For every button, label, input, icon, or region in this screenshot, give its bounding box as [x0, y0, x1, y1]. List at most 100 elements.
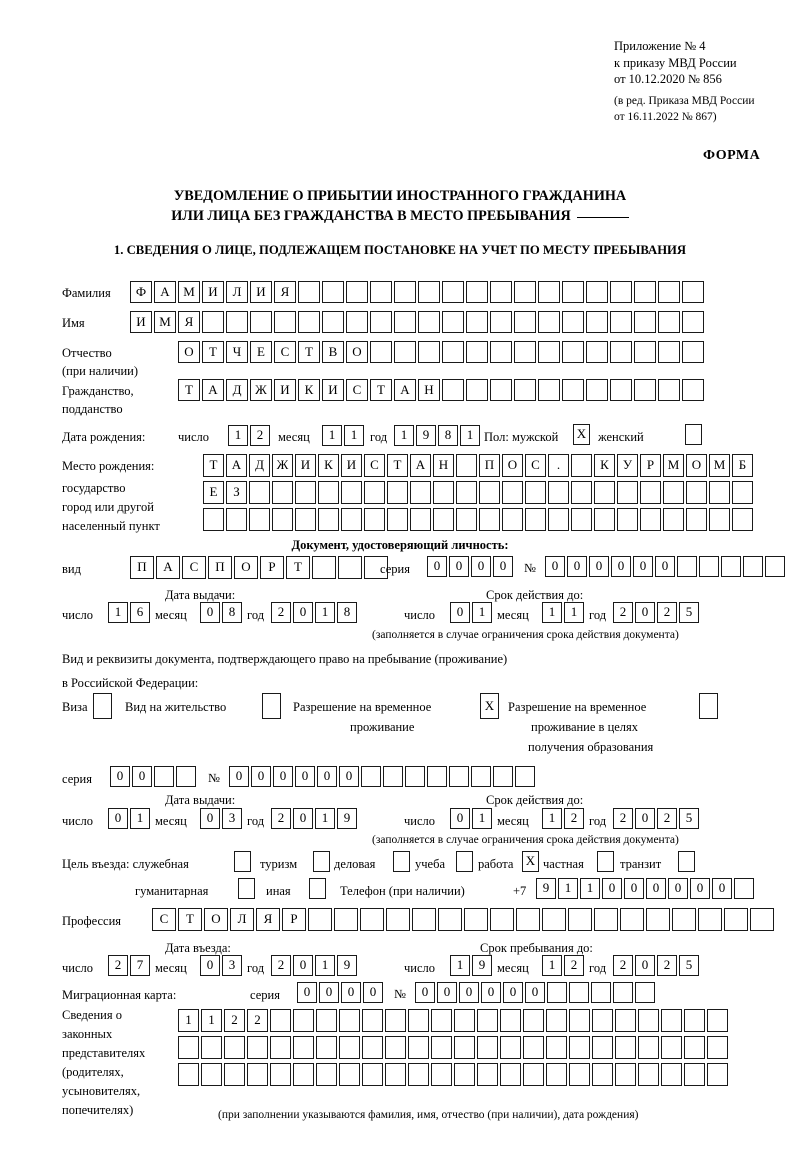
char-cell[interactable]: [591, 982, 611, 1003]
char-cell[interactable]: И: [295, 454, 316, 477]
char-cell[interactable]: [405, 766, 425, 787]
char-cell[interactable]: 1: [564, 602, 584, 623]
checkbox-temp-residence[interactable]: X: [480, 693, 499, 719]
char-cell[interactable]: Л: [226, 281, 248, 303]
char-cell[interactable]: И: [250, 281, 272, 303]
char-cell[interactable]: Ж: [272, 454, 293, 477]
char-cell[interactable]: [293, 1009, 314, 1032]
char-cell[interactable]: 1: [344, 425, 364, 446]
char-cell[interactable]: [456, 508, 477, 531]
char-cell[interactable]: [635, 982, 655, 1003]
char-cell[interactable]: [750, 908, 774, 931]
char-cell[interactable]: [293, 1063, 314, 1086]
char-cell[interactable]: 2: [247, 1009, 268, 1032]
birth-place-row-3-cells[interactable]: [203, 508, 753, 531]
char-cell[interactable]: [698, 908, 722, 931]
char-cell[interactable]: Ж: [250, 379, 272, 401]
char-cell[interactable]: [682, 311, 704, 333]
char-cell[interactable]: [383, 766, 403, 787]
char-cell[interactable]: 5: [679, 808, 699, 829]
char-cell[interactable]: С: [274, 341, 296, 363]
char-cell[interactable]: [538, 281, 560, 303]
char-cell[interactable]: 2: [271, 808, 291, 829]
char-cell[interactable]: 3: [222, 955, 242, 976]
char-cell[interactable]: 2: [224, 1009, 245, 1032]
char-cell[interactable]: [571, 454, 592, 477]
char-cell[interactable]: К: [318, 454, 339, 477]
char-cell[interactable]: 0: [293, 602, 313, 623]
char-cell[interactable]: 2: [271, 955, 291, 976]
char-cell[interactable]: [490, 908, 514, 931]
char-cell[interactable]: Я: [178, 311, 200, 333]
char-cell[interactable]: 0: [449, 556, 469, 577]
char-cell[interactable]: [490, 281, 512, 303]
char-cell[interactable]: 5: [679, 955, 699, 976]
char-cell[interactable]: [658, 311, 680, 333]
char-cell[interactable]: Р: [282, 908, 306, 931]
char-cell[interactable]: [610, 281, 632, 303]
char-cell[interactable]: О: [178, 341, 200, 363]
char-cell[interactable]: [502, 508, 523, 531]
char-cell[interactable]: 0: [415, 982, 435, 1003]
char-cell[interactable]: [442, 341, 464, 363]
char-cell[interactable]: С: [346, 379, 368, 401]
char-cell[interactable]: [615, 1009, 636, 1032]
char-cell[interactable]: [316, 1009, 337, 1032]
char-cell[interactable]: [538, 311, 560, 333]
char-cell[interactable]: [586, 281, 608, 303]
char-cell[interactable]: [364, 508, 385, 531]
char-cell[interactable]: Ч: [226, 341, 248, 363]
char-cell[interactable]: [433, 508, 454, 531]
char-cell[interactable]: [661, 1063, 682, 1086]
char-cell[interactable]: 0: [481, 982, 501, 1003]
char-cell[interactable]: 0: [611, 556, 631, 577]
char-cell[interactable]: 5: [679, 602, 699, 623]
char-cell[interactable]: 1: [315, 955, 335, 976]
char-cell[interactable]: [312, 556, 336, 579]
char-cell[interactable]: [516, 908, 540, 931]
char-cell[interactable]: [682, 281, 704, 303]
char-cell[interactable]: 0: [545, 556, 565, 577]
char-cell[interactable]: [569, 1009, 590, 1032]
char-cell[interactable]: С: [182, 556, 206, 579]
char-cell[interactable]: [615, 1036, 636, 1059]
char-cell[interactable]: [634, 379, 656, 401]
char-cell[interactable]: [464, 908, 488, 931]
char-cell[interactable]: [743, 556, 763, 577]
char-cell[interactable]: 9: [536, 878, 556, 899]
char-cell[interactable]: [594, 508, 615, 531]
char-cell[interactable]: 1: [315, 808, 335, 829]
char-cell[interactable]: А: [154, 281, 176, 303]
char-cell[interactable]: [272, 481, 293, 504]
char-cell[interactable]: [562, 341, 584, 363]
char-cell[interactable]: [617, 481, 638, 504]
char-cell[interactable]: [523, 1063, 544, 1086]
char-cell[interactable]: [646, 908, 670, 931]
char-cell[interactable]: [515, 766, 535, 787]
char-cell[interactable]: А: [410, 454, 431, 477]
char-cell[interactable]: Р: [260, 556, 284, 579]
char-cell[interactable]: [493, 766, 513, 787]
char-cell[interactable]: 1: [542, 602, 562, 623]
char-cell[interactable]: Т: [298, 341, 320, 363]
char-cell[interactable]: [272, 508, 293, 531]
char-cell[interactable]: [361, 766, 381, 787]
char-cell[interactable]: [408, 1063, 429, 1086]
char-cell[interactable]: М: [178, 281, 200, 303]
char-cell[interactable]: [442, 311, 464, 333]
char-cell[interactable]: 1: [542, 955, 562, 976]
char-cell[interactable]: [466, 341, 488, 363]
char-cell[interactable]: П: [479, 454, 500, 477]
char-cell[interactable]: 0: [363, 982, 383, 1003]
checkbox-purpose-work[interactable]: X: [522, 851, 539, 872]
char-cell[interactable]: [586, 311, 608, 333]
char-cell[interactable]: 0: [427, 556, 447, 577]
char-cell[interactable]: Ф: [130, 281, 152, 303]
